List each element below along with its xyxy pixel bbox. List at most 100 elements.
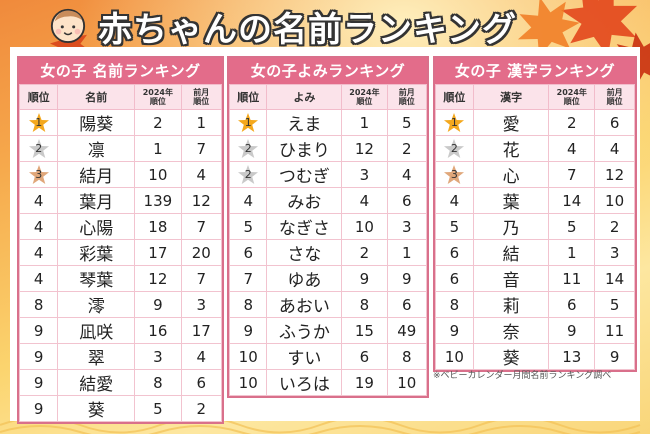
rank-2024-cell: 1 xyxy=(134,135,182,162)
silver-star-icon: 2 xyxy=(237,138,259,160)
prev-month-rank-cell: 1 xyxy=(386,239,428,266)
prev-month-rank-cell: 7 xyxy=(180,265,223,292)
prev-month-rank-cell: 4 xyxy=(594,135,635,162)
col-header-prev-month-rank: 前月 順位 xyxy=(386,84,428,110)
rank-cell: 9 xyxy=(228,317,268,344)
source-footnote: ※ベビーカレンダー月間名前ランキング調べ xyxy=(433,371,612,381)
table-row: 9 凪咲 16 17 xyxy=(18,317,223,344)
rank-cell: 5 xyxy=(228,213,268,240)
table-row: 10 いろは 19 10 xyxy=(228,369,428,396)
name-cell: 葵 xyxy=(57,395,136,422)
rank-cell: 3 xyxy=(435,161,474,188)
table-row: 1 陽葵 2 1 xyxy=(18,109,223,136)
prev-month-rank-cell: 4 xyxy=(386,161,428,188)
table-row: 4 葉月 139 12 xyxy=(18,187,223,214)
col-header-name: 名前 xyxy=(57,84,136,110)
rank-2024-cell: 1 xyxy=(341,109,388,136)
rank-cell: 4 xyxy=(435,187,474,214)
page-title: 赤ちゃんの名前ランキング xyxy=(98,10,517,50)
name-cell: えま xyxy=(266,109,343,136)
rank-cell: 8 xyxy=(18,291,59,318)
prev-month-rank-cell: 49 xyxy=(386,317,428,344)
rank-cell: 5 xyxy=(435,213,474,240)
name-cell: 陽葵 xyxy=(57,109,136,136)
prev-month-rank-cell: 3 xyxy=(594,239,635,266)
girls-name-ranking-table: 女の子 名前ランキング 順位 名前 2024年 順位 前月 順位 1 陽葵 2 1 2 凛 1 7… xyxy=(17,56,224,424)
name-cell: あおい xyxy=(266,291,343,318)
prev-month-rank-cell: 11 xyxy=(594,317,635,344)
rank-2024-cell: 17 xyxy=(134,239,182,266)
rank-cell: 9 xyxy=(18,317,59,344)
rank-2024-cell: 8 xyxy=(134,369,182,396)
rank-2024-cell: 10 xyxy=(341,213,388,240)
rank-cell: 4 xyxy=(18,239,59,266)
rank-cell: 8 xyxy=(435,291,474,318)
header: 赤ちゃんの名前ランキング xyxy=(0,0,650,50)
name-cell: すい xyxy=(266,343,343,370)
table-row: 4 彩葉 17 20 xyxy=(18,239,223,266)
rank-2024-cell: 6 xyxy=(341,343,388,370)
rank-cell: 7 xyxy=(228,265,268,292)
silver-star-icon: 2 xyxy=(443,138,465,160)
name-cell: 心 xyxy=(472,161,550,188)
table-row: 5 なぎさ 10 3 xyxy=(228,213,428,240)
prev-month-rank-cell: 2 xyxy=(594,213,635,240)
name-cell: ゆあ xyxy=(266,265,343,292)
rank-2024-cell: 10 xyxy=(134,161,182,188)
rank-2024-cell: 15 xyxy=(341,317,388,344)
name-cell: 葉 xyxy=(472,187,550,214)
rank-cell: 10 xyxy=(435,343,474,370)
table-row: 10 葵 13 9 xyxy=(435,343,635,370)
prev-month-rank-cell: 6 xyxy=(386,187,428,214)
name-cell: 結月 xyxy=(57,161,136,188)
table-row: 9 結愛 8 6 xyxy=(18,369,223,396)
prev-month-rank-cell: 3 xyxy=(180,291,223,318)
rank-2024-cell: 12 xyxy=(134,265,182,292)
gold-star-icon: 1 xyxy=(28,112,50,134)
bronze-star-icon: 3 xyxy=(443,164,465,186)
table-title: 女の子 名前ランキング xyxy=(19,58,222,84)
rank-2024-cell: 2 xyxy=(548,109,596,136)
name-cell: みお xyxy=(266,187,343,214)
rank-2024-cell: 18 xyxy=(134,213,182,240)
name-cell: 心陽 xyxy=(57,213,136,240)
rank-cell: 10 xyxy=(228,343,268,370)
rank-cell: 1 xyxy=(435,109,474,136)
table-row: 1 えま 1 5 xyxy=(228,109,428,136)
rank-2024-cell: 16 xyxy=(134,317,182,344)
rank-2024-cell: 5 xyxy=(548,213,596,240)
table-row: 2 ひまり 12 2 xyxy=(228,135,428,162)
name-cell: つむぎ xyxy=(266,161,343,188)
rank-cell: 2 xyxy=(228,135,268,162)
prev-month-rank-cell: 10 xyxy=(386,369,428,396)
gold-star-icon: 1 xyxy=(237,112,259,134)
rank-cell: 9 xyxy=(18,343,59,370)
name-cell: 凛 xyxy=(57,135,136,162)
name-cell: 音 xyxy=(472,265,550,292)
gold-star-icon: 1 xyxy=(443,112,465,134)
name-cell: いろは xyxy=(266,369,343,396)
table-row: 6 さな 2 1 xyxy=(228,239,428,266)
table-row: 3 結月 10 4 xyxy=(18,161,223,188)
table-row: 4 葉 14 10 xyxy=(435,187,635,214)
prev-month-rank-cell: 4 xyxy=(180,161,223,188)
rank-2024-cell: 12 xyxy=(341,135,388,162)
prev-month-rank-cell: 7 xyxy=(180,213,223,240)
name-cell: 奈 xyxy=(472,317,550,344)
prev-month-rank-cell: 20 xyxy=(180,239,223,266)
name-cell: 花 xyxy=(472,135,550,162)
rank-2024-cell: 6 xyxy=(548,291,596,318)
rank-cell: 6 xyxy=(435,265,474,292)
silver-star-icon: 2 xyxy=(237,164,259,186)
rank-cell: 9 xyxy=(435,317,474,344)
prev-month-rank-cell: 5 xyxy=(594,291,635,318)
rank-2024-cell: 9 xyxy=(134,291,182,318)
rank-cell: 3 xyxy=(18,161,59,188)
rank-cell: 1 xyxy=(228,109,268,136)
